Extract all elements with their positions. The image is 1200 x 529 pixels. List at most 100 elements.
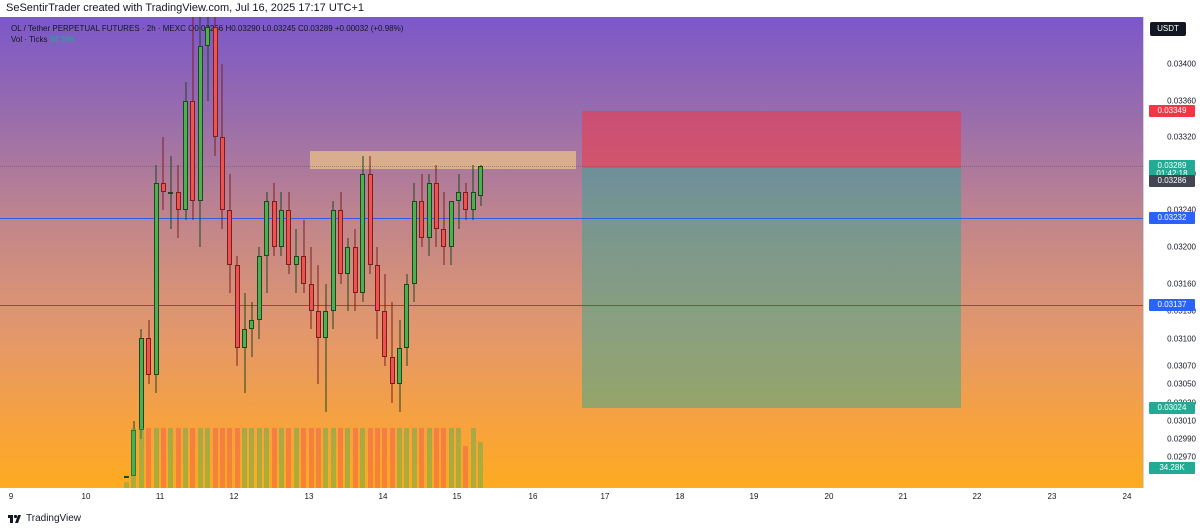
candle[interactable]	[367, 155, 373, 275]
price-tick: 0.03320	[1167, 132, 1196, 142]
tradingview-logo[interactable]: TradingView	[8, 513, 81, 524]
time-tick: 22	[972, 492, 982, 501]
tradingview-logo-icon	[8, 514, 21, 523]
candle-body	[286, 210, 292, 266]
stop-loss-zone[interactable]	[582, 110, 961, 169]
candle[interactable]	[175, 164, 181, 238]
volume-bar	[293, 428, 299, 488]
candle[interactable]	[256, 247, 262, 339]
lower-support-line[interactable]	[0, 304, 1143, 306]
candle-body	[242, 329, 248, 348]
candle[interactable]	[374, 247, 380, 339]
resistance-zone[interactable]	[310, 150, 576, 170]
volume-bar	[419, 428, 425, 488]
candle[interactable]	[183, 82, 189, 220]
candle[interactable]	[146, 320, 152, 385]
time-tick: 13	[304, 492, 314, 501]
price-tick: 0.03160	[1167, 279, 1196, 289]
candle-body	[168, 192, 174, 195]
volume-bar	[227, 428, 233, 488]
candle[interactable]	[190, 17, 196, 220]
candle[interactable]	[441, 192, 447, 266]
candle[interactable]	[345, 237, 351, 312]
candle-wick	[347, 237, 349, 312]
candle-body	[146, 338, 152, 376]
candle[interactable]	[419, 173, 425, 247]
candle[interactable]	[389, 301, 395, 403]
candle[interactable]	[249, 301, 255, 357]
price-badge: 0.03024	[1149, 402, 1195, 415]
candle[interactable]	[382, 274, 388, 366]
candle-wick	[325, 283, 327, 412]
volume-bar	[183, 428, 189, 488]
volume-bar	[433, 428, 439, 488]
candle[interactable]	[227, 173, 233, 293]
volume-bar	[205, 428, 211, 488]
volume-indicator-label[interactable]: Vol · Ticks	[11, 35, 48, 44]
candle-body	[197, 45, 203, 202]
symbol-title[interactable]: OL / Tether PERPETUAL FUTURES · 2h · MEX…	[11, 24, 186, 33]
candle[interactable]	[205, 17, 211, 101]
candle[interactable]	[131, 420, 137, 476]
currency-button[interactable]: USDT	[1150, 22, 1186, 36]
candle[interactable]	[160, 137, 166, 211]
candle[interactable]	[168, 155, 174, 229]
price-axis[interactable]: USDT 0.034000.033600.033200.032800.03240…	[1143, 17, 1200, 488]
candle-body	[293, 256, 299, 266]
candle[interactable]	[330, 201, 336, 330]
candle[interactable]	[242, 292, 248, 394]
price-tick: 0.03050	[1167, 379, 1196, 389]
candle[interactable]	[293, 228, 299, 293]
candle[interactable]	[264, 192, 270, 293]
volume-bar	[190, 428, 196, 488]
candle[interactable]	[212, 17, 218, 156]
time-tick: 16	[528, 492, 538, 501]
candle[interactable]	[470, 164, 476, 220]
ohlc-values: O0.03256 H0.03290 L0.03245 C0.03289 +0.0…	[188, 24, 404, 33]
candle-body	[124, 475, 129, 478]
candle-body	[360, 173, 366, 293]
price-chart[interactable]: OL / Tether PERPETUAL FUTURES · 2h · MEX…	[0, 17, 1143, 488]
candle[interactable]	[456, 173, 462, 229]
candle[interactable]	[397, 320, 403, 412]
candle[interactable]	[404, 274, 410, 366]
candle[interactable]	[433, 164, 439, 247]
candle[interactable]	[301, 219, 307, 293]
candle[interactable]	[278, 192, 284, 257]
candle[interactable]	[308, 247, 314, 330]
candle[interactable]	[197, 17, 203, 247]
price-badge: 0.03137	[1149, 298, 1195, 311]
candle[interactable]	[426, 173, 432, 257]
upper-support-line[interactable]	[0, 217, 1143, 219]
candle-wick	[458, 173, 460, 229]
price-tick: 0.03360	[1167, 96, 1196, 106]
candle[interactable]	[360, 155, 366, 302]
time-tick: 15	[452, 492, 462, 501]
time-axis[interactable]: 9 10 11 12 13 14 15 16 17 18 19 20 21 22 23 24	[0, 488, 1143, 505]
candle[interactable]	[411, 182, 417, 302]
candle-body	[397, 347, 403, 385]
candle[interactable]	[219, 64, 225, 229]
candle[interactable]	[448, 201, 454, 266]
volume-bar	[219, 428, 225, 488]
candle[interactable]	[271, 182, 277, 257]
candle[interactable]	[234, 256, 240, 366]
candle[interactable]	[286, 192, 292, 275]
candle[interactable]	[478, 164, 484, 206]
candle[interactable]	[153, 164, 159, 394]
candle[interactable]	[352, 228, 358, 312]
volume-bar	[367, 428, 373, 488]
price-tick: 0.03400	[1167, 59, 1196, 69]
candle[interactable]	[338, 192, 344, 284]
candle[interactable]	[463, 182, 469, 220]
candle-body	[190, 100, 196, 202]
volume-bar	[264, 428, 270, 488]
candle-body	[183, 100, 189, 211]
volume-bar	[338, 428, 344, 488]
candle[interactable]	[323, 283, 329, 412]
candle[interactable]	[138, 329, 144, 440]
time-tick: 19	[749, 492, 759, 501]
candle[interactable]	[315, 265, 321, 385]
take-profit-zone[interactable]	[582, 168, 961, 409]
candle[interactable]	[124, 475, 129, 478]
